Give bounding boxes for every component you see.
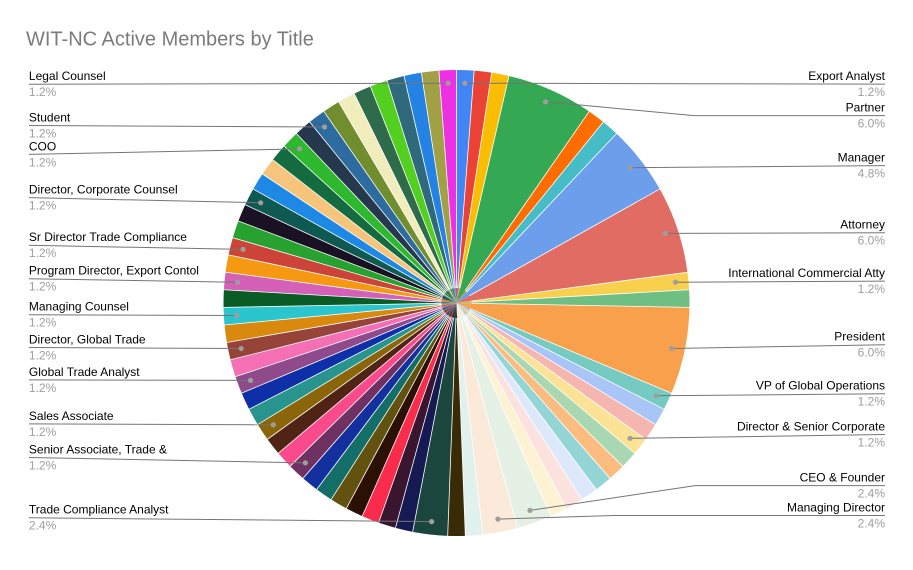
svg-text:Managing Director: Managing Director bbox=[787, 500, 885, 514]
svg-text:Legal Counsel: Legal Counsel bbox=[29, 69, 106, 83]
svg-text:Export Analyst: Export Analyst bbox=[808, 69, 885, 83]
svg-text:6.0%: 6.0% bbox=[858, 234, 886, 248]
svg-text:Student: Student bbox=[29, 110, 71, 124]
svg-text:1.2%: 1.2% bbox=[858, 85, 886, 99]
svg-text:President: President bbox=[834, 330, 885, 344]
svg-text:Director & Senior Corporate: Director & Senior Corporate bbox=[737, 419, 885, 433]
svg-text:Sales Associate: Sales Associate bbox=[29, 409, 114, 423]
svg-text:Sr Director Trade Compliance: Sr Director Trade Compliance bbox=[29, 230, 187, 244]
svg-text:6.0%: 6.0% bbox=[858, 346, 886, 360]
svg-text:1.2%: 1.2% bbox=[29, 126, 57, 140]
svg-text:1.2%: 1.2% bbox=[858, 282, 886, 296]
svg-text:Program Director, Export Conto: Program Director, Export Contol bbox=[29, 264, 199, 278]
svg-text:6.0%: 6.0% bbox=[858, 117, 886, 131]
svg-text:Senior Associate, Trade &: Senior Associate, Trade & bbox=[29, 442, 167, 456]
svg-text:Global Trade Analyst: Global Trade Analyst bbox=[29, 365, 140, 379]
svg-text:1.2%: 1.2% bbox=[29, 199, 57, 213]
svg-text:1.2%: 1.2% bbox=[29, 425, 57, 439]
svg-text:4.8%: 4.8% bbox=[858, 167, 886, 181]
svg-text:VP of Global Operations: VP of Global Operations bbox=[756, 379, 885, 393]
svg-text:CEO & Founder: CEO & Founder bbox=[800, 471, 885, 485]
svg-text:2.4%: 2.4% bbox=[858, 487, 886, 501]
svg-text:1.2%: 1.2% bbox=[29, 280, 57, 294]
svg-text:1.2%: 1.2% bbox=[29, 246, 57, 260]
svg-text:International Commercial Atty: International Commercial Atty bbox=[728, 266, 885, 280]
svg-text:WIT-NC Active Members by Title: WIT-NC Active Members by Title bbox=[26, 28, 314, 50]
svg-text:Director, Global Trade: Director, Global Trade bbox=[29, 332, 146, 346]
svg-text:Attorney: Attorney bbox=[840, 218, 885, 232]
svg-text:2.4%: 2.4% bbox=[858, 516, 886, 530]
svg-text:2.4%: 2.4% bbox=[29, 519, 57, 533]
svg-text:1.2%: 1.2% bbox=[29, 381, 57, 395]
svg-text:1.2%: 1.2% bbox=[29, 85, 57, 99]
svg-text:Partner: Partner bbox=[846, 101, 885, 115]
svg-text:Trade Compliance Analyst: Trade Compliance Analyst bbox=[29, 503, 169, 517]
svg-text:1.2%: 1.2% bbox=[29, 155, 57, 169]
svg-text:1.2%: 1.2% bbox=[29, 348, 57, 362]
svg-text:1.2%: 1.2% bbox=[858, 435, 886, 449]
svg-text:Managing Counsel: Managing Counsel bbox=[29, 300, 129, 314]
svg-text:Manager: Manager bbox=[838, 151, 885, 165]
svg-text:1.2%: 1.2% bbox=[29, 316, 57, 330]
svg-text:1.2%: 1.2% bbox=[858, 395, 886, 409]
svg-text:1.2%: 1.2% bbox=[29, 458, 57, 472]
svg-text:COO: COO bbox=[29, 139, 56, 153]
svg-text:Director, Corporate Counsel: Director, Corporate Counsel bbox=[29, 183, 178, 197]
